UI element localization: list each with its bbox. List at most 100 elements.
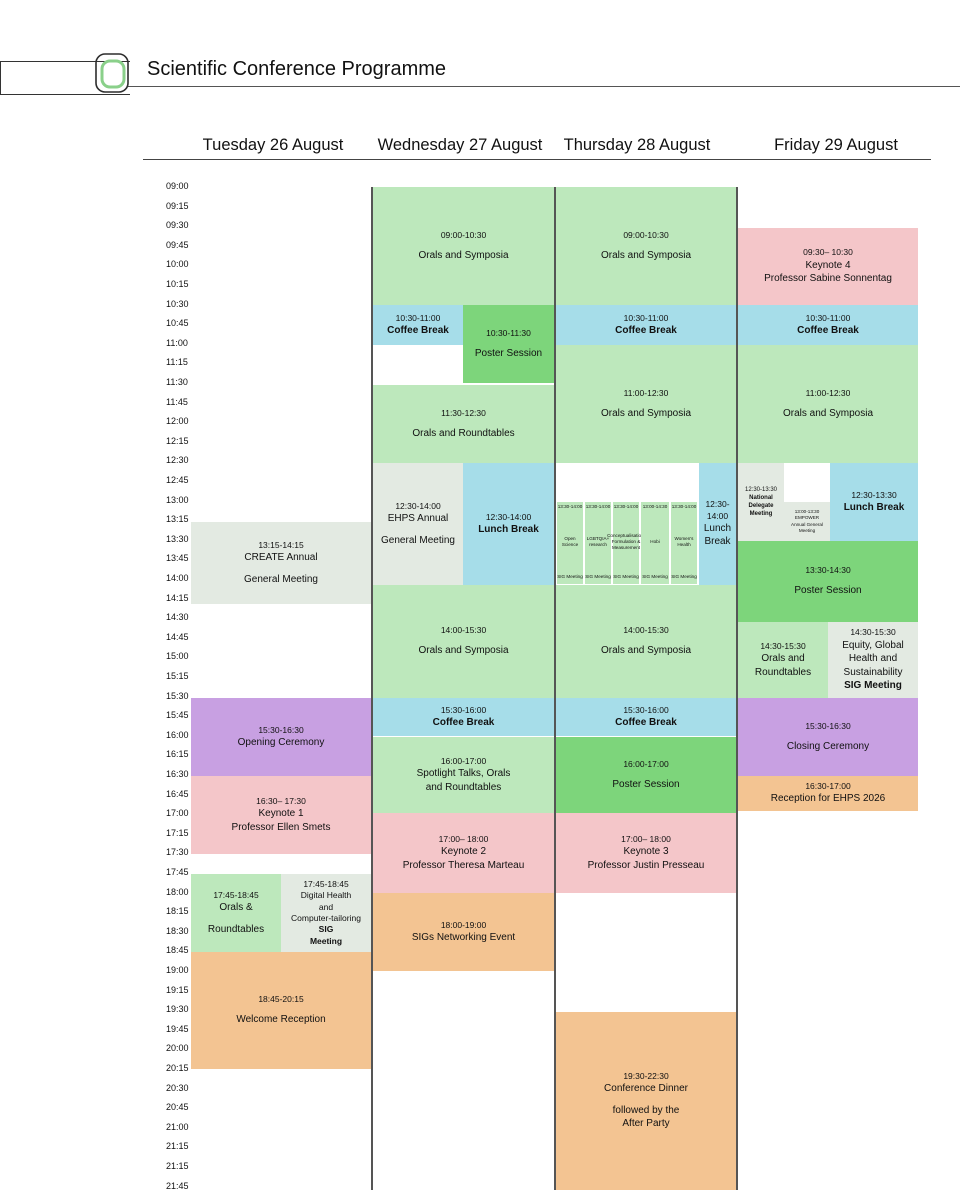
time-label: 21:45 (166, 1180, 189, 1191)
event-time: 11:30-12:30 (441, 407, 486, 418)
event-wed-poster-session[interactable]: 10:30-11:30 Poster Session (463, 305, 554, 383)
event-keynote-1[interactable]: 16:30– 17:30 Keynote 1 Professor Ellen S… (191, 776, 371, 854)
event-time: 12:30-13:30 (744, 486, 778, 493)
event-sig-hobi[interactable]: 13:00-14:30 Hobi SIG Meeting (641, 502, 669, 584)
time-label: 20:00 (166, 1043, 189, 1054)
event-title: Orals and Symposia (600, 645, 692, 657)
event-time: 10:30-11:00 (395, 312, 441, 323)
event-title: Coffee Break (387, 324, 449, 336)
event-fri-lunch[interactable]: 12:30-13:30 Lunch Break (830, 463, 918, 541)
event-empower-meeting[interactable]: 13:00-13:30 EMPOWER Annual General Meeti… (784, 502, 830, 541)
event-wed-coffee-2[interactable]: 15:30-16:00 Coffee Break (373, 698, 554, 736)
event-time: 17:45-18:45 (213, 889, 259, 900)
event-equity-sig[interactable]: 14:30-15:30 Equity, Global Health and Su… (828, 622, 918, 698)
event-title: Conceptualisation, Formulation & Measure… (607, 533, 645, 550)
event-title: Coffee Break (432, 716, 495, 728)
event-time: 19:30-22:30 (623, 1071, 669, 1082)
time-label: 10:00 (166, 259, 189, 270)
event-wed-orals-symposia-1[interactable]: 09:00-10:30 Orals and Symposia (373, 187, 554, 305)
time-label: 12:15 (166, 435, 189, 446)
event-thu-coffee-2[interactable]: 15:30-16:00 Coffee Break (556, 698, 736, 736)
event-title: General Meeting (381, 534, 455, 546)
event-thu-orals-symposia-2[interactable]: 11:00-12:30 Orals and Symposia (556, 345, 736, 463)
event-keynote-4[interactable]: 09:30– 10:30 Keynote 4 Professor Sabine … (738, 228, 918, 305)
time-label: 16:30 (166, 769, 189, 779)
rounded-square-logo-icon (95, 53, 129, 93)
event-title: Meeting (798, 527, 816, 533)
event-thu-orals-symposia-3[interactable]: 14:00-15:30 Orals and Symposia (556, 585, 736, 698)
time-label: 17:30 (166, 847, 189, 858)
event-sig-lgbtqia[interactable]: 13:30-14:00 LGBTQIA+ research SIG Meetin… (585, 502, 611, 584)
event-title: Sustainability (843, 666, 903, 678)
event-thu-orals-symposia-1[interactable]: 09:00-10:30 Orals and Symposia (556, 187, 736, 305)
event-title: Orals and Symposia (600, 407, 692, 419)
event-time: 18:00-19:00 (440, 919, 487, 930)
event-spotlight-talks[interactable]: 16:00-17:00 Spotlight Talks, Orals and R… (373, 737, 554, 813)
event-fri-orals-symposia[interactable]: 11:00-12:30 Orals and Symposia (738, 345, 918, 463)
time-label: 21:15 (166, 1161, 189, 1171)
event-thu-poster-session[interactable]: 16:00-17:00 Poster Session (556, 737, 736, 813)
time-label: 09:00 (166, 181, 189, 191)
event-create-meeting[interactable]: 13:15-14:15 CREATE Annual General Meetin… (191, 522, 371, 604)
event-time: 13:00-14:30 (642, 504, 668, 509)
event-ehps-2026-reception[interactable]: 16:30-17:00 Reception for EHPS 2026 (738, 776, 918, 811)
event-fri-poster-session[interactable]: 13:30-14:30 Poster Session (738, 541, 918, 622)
event-title: Poster Session (612, 778, 680, 790)
event-title: Coffee Break (615, 716, 677, 728)
event-national-delegate-meeting[interactable]: 12:30-13:30 National Delegate Meeting (738, 463, 784, 541)
event-sig-open-science[interactable]: 13:30-14:00 Open Science SIG Meeting (557, 502, 583, 584)
event-thu-lunch[interactable]: 12:30- 14:00 Lunch Break (699, 463, 736, 585)
event-closing-ceremony[interactable]: 15:30-16:30 Closing Ceremony (738, 698, 918, 776)
event-title: EHPS Annual (387, 513, 449, 525)
event-time: 17:00– 18:00 (438, 833, 489, 844)
event-sigs-networking[interactable]: 18:00-19:00 SIGs Networking Event (373, 893, 554, 971)
event-welcome-reception[interactable]: 18:45-20:15 Welcome Reception (191, 952, 371, 1069)
time-label: 16:00 (166, 729, 189, 740)
time-label: 17:45 (166, 867, 189, 877)
event-sig-womens-health[interactable]: 13:30-14:00 Women's Health SIG Meeting (671, 502, 697, 584)
time-label: 19:30 (166, 1004, 189, 1015)
time-label: 12:30 (166, 455, 189, 466)
event-tuesday-orals[interactable]: 17:45-18:45 Orals & Roundtables (191, 874, 281, 952)
event-conference-dinner[interactable]: 19:30-22:30 Conference Dinner followed b… (556, 1012, 736, 1190)
event-fri-orals-roundtables[interactable]: 14:30-15:30 Orals and Roundtables (738, 622, 828, 698)
event-wed-lunch[interactable]: 12:30-14:00 Lunch Break (463, 463, 554, 585)
time-label: 13:45 (166, 553, 189, 564)
event-wed-orals-roundtables[interactable]: 11:30-12:30 Orals and Roundtables (373, 385, 554, 463)
event-time: 11:00-12:30 (805, 387, 851, 398)
time-label: 20:30 (166, 1082, 189, 1093)
time-label: 14:00 (166, 573, 189, 583)
event-title: Roundtables (754, 666, 812, 678)
event-title: Break (704, 536, 731, 548)
event-title: Roundtables (207, 923, 265, 935)
event-title: SIG Meeting (844, 680, 902, 692)
time-label: 11:15 (166, 357, 188, 368)
day-header-friday: Friday 29 August (774, 136, 898, 154)
time-label: 15:15 (166, 671, 189, 681)
event-title: Welcome Reception (236, 1014, 326, 1026)
time-label: 12:00 (166, 416, 189, 427)
event-keynote-2[interactable]: 17:00– 18:00 Keynote 2 Professor Theresa… (373, 813, 554, 893)
event-time: 10:30-11:30 (486, 327, 531, 338)
event-time: 17:45-18:45 (303, 878, 349, 889)
event-wed-orals-symposia-2[interactable]: 14:00-15:30 Orals and Symposia (373, 585, 554, 698)
event-opening-ceremony[interactable]: 15:30-16:30 Opening Ceremony (191, 698, 371, 776)
event-time: 15:30-16:30 (805, 720, 851, 731)
event-thu-coffee-1[interactable]: 10:30-11:00 Coffee Break (556, 305, 736, 345)
event-title: Equity, Global (842, 639, 904, 651)
time-label: 19:00 (166, 965, 189, 975)
event-ehps-meeting[interactable]: 12:30-14:00 EHPS Annual General Meeting (373, 463, 463, 585)
event-keynote-3[interactable]: 17:00– 18:00 Keynote 3 Professor Justin … (556, 813, 736, 893)
event-title: Delegate (748, 503, 774, 509)
event-time: 13:00-13:30 (794, 509, 820, 515)
event-time: 12:30-14:00 (395, 500, 441, 511)
time-label: 17:15 (166, 827, 189, 838)
event-wed-coffee-1[interactable]: 10:30-11:00 Coffee Break (373, 305, 463, 345)
event-digital-health-sig[interactable]: 17:45-18:45 Digital Health and Computer-… (281, 874, 371, 952)
event-title: Coffee Break (615, 324, 677, 336)
event-sig-conceptualisation[interactable]: 13:30-14:00 Conceptualisation, Formulati… (607, 502, 645, 584)
event-title: Poster Session (474, 347, 543, 359)
time-label: 09:45 (166, 239, 189, 250)
event-fri-coffee-1[interactable]: 10:30-11:00 Coffee Break (738, 305, 918, 345)
event-title: Keynote 3 (623, 846, 669, 858)
